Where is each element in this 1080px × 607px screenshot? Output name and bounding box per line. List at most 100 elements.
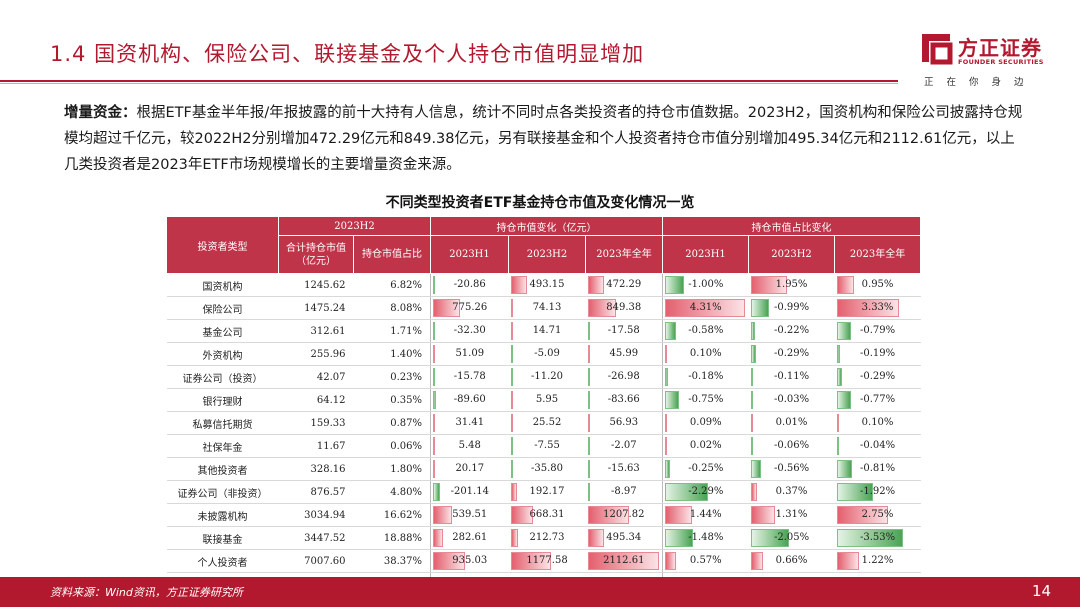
negative-data-bar	[750, 437, 753, 455]
cell-sh2-value: -2.05%	[773, 532, 810, 543]
cell-total-mv: 1245.62	[278, 273, 354, 297]
founder-logo-icon	[922, 34, 953, 65]
cell-sh2-bar: -0.56%	[748, 457, 835, 481]
holdings-table-wrapper: 投资者类型 2023H2 持仓市值变化（亿元） 持仓市值占比变化 合计持仓市值（…	[166, 216, 922, 597]
positive-data-bar	[665, 437, 668, 455]
cell-sh2-value: -0.11%	[773, 371, 810, 382]
positive-data-bar	[836, 276, 855, 294]
body-paragraph: 增量资金：根据ETF基金半年报/年报披露的前十大持有人信息，统计不同时点各类投资…	[64, 100, 1024, 178]
cell-sfull-bar: -0.79%	[834, 319, 921, 343]
cell-investor-type: 基金公司	[166, 319, 279, 343]
negative-data-bar	[750, 345, 756, 363]
cell-h1-value: -15.78	[453, 371, 486, 382]
cell-full-value: 849.38	[606, 302, 642, 313]
cell-share: 8.08%	[353, 296, 431, 320]
cell-sh2-value: -0.29%	[773, 348, 810, 359]
cell-share: 1.80%	[353, 457, 431, 481]
cell-sh1-bar: 0.02%	[662, 434, 749, 458]
negative-data-bar	[750, 529, 789, 547]
table-row: 私募信托期货 159.33 0.87% 31.41 25.52 56.93 0.09% 0.0…	[166, 411, 921, 435]
cell-investor-type: 联接基金	[166, 526, 279, 550]
cell-full-bar: -26.98	[585, 365, 663, 389]
cell-total-mv: 42.07	[278, 365, 354, 389]
cell-h1-bar: 31.41	[430, 411, 509, 435]
table-row: 保险公司 1475.24 8.08% 775.26 74.13 849.38 4.31% -0…	[166, 296, 921, 320]
positive-data-bar	[665, 506, 692, 524]
cell-h1-value: -32.30	[453, 325, 486, 336]
cell-sh1-value: -2.29%	[688, 486, 724, 497]
negative-data-bar	[750, 391, 753, 409]
cell-total-mv: 64.12	[278, 388, 354, 412]
cell-sh2-value: -0.06%	[773, 440, 810, 451]
negative-data-bar	[587, 437, 590, 455]
cell-investor-type: 证券公司（非投资）	[166, 480, 279, 504]
table-row: 未披露机构 3034.94 16.62% 539.51 668.31 1207.82 1.4…	[166, 503, 921, 527]
header-share-change: 持仓市值占比变化	[662, 216, 922, 236]
cell-sfull-value: 1.22%	[861, 555, 894, 566]
cell-total-mv: 159.33	[278, 411, 354, 435]
cell-sfull-bar: 0.95%	[834, 273, 921, 297]
positive-data-bar	[433, 529, 443, 547]
cell-sfull-bar: -0.29%	[834, 365, 921, 389]
cell-investor-type: 保险公司	[166, 296, 279, 320]
cell-sh1-value: 1.44%	[689, 509, 722, 520]
cell-h1-bar: -201.14	[430, 480, 509, 504]
positive-data-bar	[510, 552, 551, 570]
cell-full-value: 472.29	[606, 279, 642, 290]
header-share-h2: 2023H2	[748, 235, 836, 274]
cell-sh2-value: 1.95%	[775, 279, 808, 290]
cell-investor-type: 其他投资者	[166, 457, 279, 481]
cell-full-bar: 472.29	[585, 273, 663, 297]
cell-sh1-bar: 1.44%	[662, 503, 749, 527]
positive-data-bar	[587, 552, 660, 570]
cell-sh1-bar: 0.09%	[662, 411, 749, 435]
cell-sfull-bar: -1.92%	[834, 480, 921, 504]
cell-sh2-bar: 0.01%	[748, 411, 835, 435]
table-row: 基金公司 312.61 1.71% -32.30 14.71 -17.58 -0.58% -0…	[166, 319, 921, 343]
cell-sfull-value: -0.79%	[859, 325, 896, 336]
cell-sh1-value: -1.00%	[688, 279, 724, 290]
negative-data-bar	[510, 368, 513, 386]
table-row: 证券公司（投资） 42.07 0.23% -15.78 -11.20 -26.98 -0.1…	[166, 365, 921, 389]
positive-data-bar	[750, 552, 763, 570]
header-mv-change: 持仓市值变化（亿元）	[430, 216, 664, 236]
cell-h1-bar: 51.09	[430, 342, 509, 366]
cell-h2-bar: 493.15	[508, 273, 586, 297]
cell-sh1-bar: -0.25%	[662, 457, 749, 481]
positive-data-bar	[433, 414, 436, 432]
cell-full-value: -17.58	[607, 325, 640, 336]
cell-total-mv: 3447.52	[278, 526, 354, 550]
cell-h2-bar: -35.80	[508, 457, 586, 481]
cell-sh2-bar: -2.05%	[748, 526, 835, 550]
cell-sfull-bar: -0.77%	[834, 388, 921, 412]
negative-data-bar	[587, 322, 590, 340]
cell-full-value: 495.34	[606, 532, 642, 543]
cell-total-mv: 1475.24	[278, 296, 354, 320]
cell-sh1-bar: -0.58%	[662, 319, 749, 343]
cell-full-value: 1207.82	[603, 509, 645, 520]
cell-sfull-value: -0.29%	[859, 371, 896, 382]
cell-h2-bar: -5.09	[508, 342, 586, 366]
negative-data-bar	[665, 483, 708, 501]
table-row: 银行理财 64.12 0.35% -89.60 5.95 -83.66 -0.75% -0.0…	[166, 388, 921, 412]
cell-sh2-bar: -0.11%	[748, 365, 835, 389]
cell-h1-bar: 282.61	[430, 526, 509, 550]
cell-share: 16.62%	[353, 503, 431, 527]
cell-h2-value: 25.52	[532, 417, 562, 428]
cell-share: 1.71%	[353, 319, 431, 343]
positive-data-bar	[510, 391, 513, 409]
cell-h1-bar: -89.60	[430, 388, 509, 412]
header-total-mv: 合计持仓市值（亿元）	[278, 235, 354, 274]
cell-investor-type: 国资机构	[166, 273, 279, 297]
negative-data-bar	[587, 368, 590, 386]
cell-full-value: -26.98	[607, 371, 640, 382]
positive-data-bar	[510, 483, 518, 501]
cell-sfull-bar: -0.81%	[834, 457, 921, 481]
positive-data-bar	[587, 414, 590, 432]
negative-data-bar	[665, 322, 676, 340]
cell-h2-bar: 192.17	[508, 480, 586, 504]
cell-h2-value: 1177.58	[526, 555, 568, 566]
cell-sh2-bar: -0.22%	[748, 319, 835, 343]
negative-data-bar	[750, 322, 755, 340]
positive-data-bar	[510, 299, 514, 317]
